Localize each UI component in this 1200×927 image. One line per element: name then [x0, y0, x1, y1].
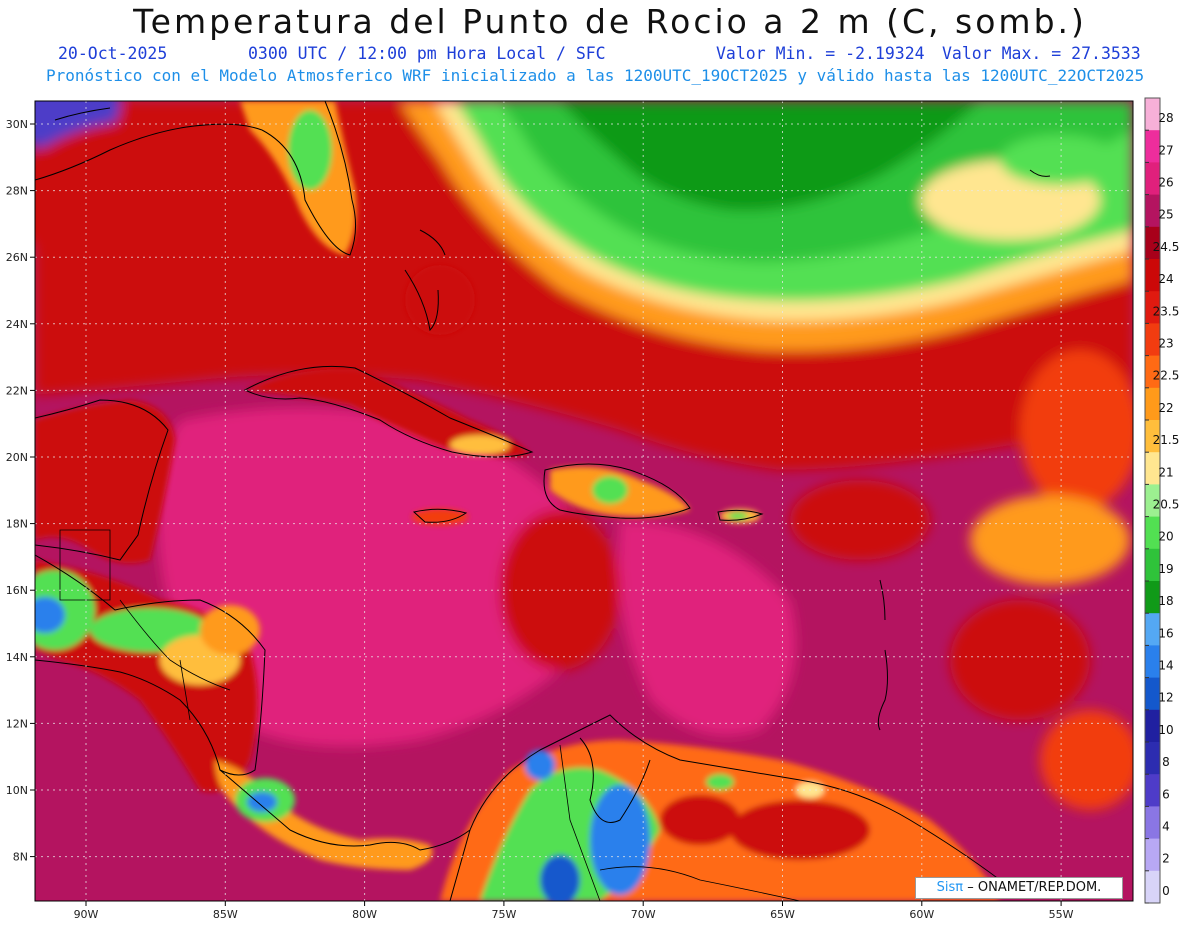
colorbar-label: 18: [1158, 594, 1173, 608]
colorbar-swatch: [1145, 452, 1160, 485]
colorbar-label: 23.5: [1153, 304, 1180, 318]
colorbar-label: 19: [1158, 562, 1173, 576]
colorbar-swatch: [1145, 581, 1160, 614]
colorbar-label: 26: [1158, 176, 1173, 190]
lat-label: 14N: [6, 651, 28, 664]
colorbar-label: 12: [1158, 691, 1173, 705]
colorbar-swatch: [1145, 838, 1160, 872]
coastlines: [35, 101, 1051, 901]
colorbar-swatch: [1145, 774, 1160, 807]
colorbar: 2827262524.52423.52322.52221.52120.52019…: [1144, 97, 1180, 904]
colorbar-swatch: [1145, 323, 1160, 357]
colorbar-swatch: [1145, 548, 1160, 582]
colorbar-swatch: [1145, 645, 1160, 679]
dewpoint-field: [35, 101, 1133, 901]
colorbar-swatch: [1145, 259, 1160, 292]
latitude-labels: 30N 28N 26N 24N 22N 20N 18N 16N 14N 12N 10N 8N: [6, 118, 35, 864]
map-frame: [34, 100, 1134, 902]
map-title: Temperatura del Punto de Rocio a 2 m (C,…: [133, 2, 1087, 41]
colorbar-label: 24: [1158, 272, 1173, 286]
lon-label: 60W: [909, 908, 934, 921]
colorbar-swatch: [1145, 806, 1160, 840]
colorbar-swatch: [1145, 194, 1160, 228]
lat-label: 8N: [13, 851, 28, 864]
colorbar-label: 0: [1162, 884, 1170, 898]
colorbar-label: 22.5: [1153, 369, 1180, 383]
colorbar-swatch: [1145, 130, 1160, 163]
lon-label: 65W: [770, 908, 795, 921]
colorbar-label: 20.5: [1153, 498, 1180, 512]
colorbar-swatch: [1145, 516, 1160, 550]
lat-label: 28N: [6, 185, 28, 198]
lat-label: 26N: [6, 251, 28, 264]
colorbar-label: 22: [1158, 401, 1173, 415]
colorbar-label: 20: [1158, 530, 1173, 544]
lon-label: 80W: [352, 908, 377, 921]
colorbar-label: 2: [1162, 852, 1170, 866]
colorbar-swatch: [1145, 291, 1160, 324]
max-value-label: Valor Max. = 27.3533: [942, 44, 1141, 63]
colorbar-label: 24.5: [1153, 240, 1180, 254]
colorbar-swatch: [1145, 484, 1160, 518]
borders: [59, 529, 801, 901]
min-value-label: Valor Min. = -2.19324: [716, 44, 925, 63]
longitude-labels: 90W 85W 80W 75W 70W 65W 60W 55W: [74, 901, 1074, 921]
lat-label: 10N: [6, 784, 28, 797]
colorbar-label: 16: [1158, 626, 1173, 640]
lon-label: 55W: [1049, 908, 1074, 921]
colorbar-swatch: [1145, 870, 1160, 904]
lon-label: 90W: [74, 908, 99, 921]
colorbar-label: 21.5: [1153, 433, 1180, 447]
colorbar-swatch: [1145, 709, 1160, 743]
colorbar-swatch: [1145, 355, 1160, 389]
credit-box: Sisπ – ONAMET/REP.DOM.: [915, 877, 1123, 899]
lat-label: 22N: [6, 384, 28, 397]
colorbar-label: 25: [1158, 208, 1173, 222]
subtitle-line: 20-Oct-2025 0300 UTC / 12:00 pm Hora Loc…: [0, 44, 1200, 64]
colorbar-label: 21: [1158, 465, 1173, 479]
lat-label: 30N: [6, 118, 28, 131]
colorbar-label: 27: [1158, 143, 1173, 157]
lat-label: 12N: [6, 717, 28, 730]
date-label: 20-Oct-2025: [58, 44, 168, 63]
model-info-label: Pronóstico con el Modelo Atmosferico WRF…: [46, 66, 1145, 85]
lat-label: 16N: [6, 584, 28, 597]
lat-label: 20N: [6, 451, 28, 464]
colorbar-label: 8: [1162, 755, 1170, 769]
credit-text: – ONAMET/REP.DOM.: [967, 880, 1102, 895]
colorbar-label: 4: [1162, 820, 1170, 834]
lat-label: 24N: [6, 318, 28, 331]
colorbar-label: 14: [1158, 659, 1173, 673]
sispi-logo: Sisπ: [936, 880, 964, 895]
colorbar-label: 28: [1158, 111, 1173, 125]
colorbar-swatch: [1145, 613, 1160, 646]
colorbar-swatch: [1145, 420, 1160, 453]
time-label: 0300 UTC / 12:00 pm Hora Local / SFC: [248, 44, 606, 63]
colorbar-swatch: [1145, 226, 1160, 260]
colorbar-swatch: [1145, 162, 1160, 196]
graticule: [35, 101, 1133, 901]
lon-label: 85W: [213, 908, 238, 921]
lon-label: 70W: [631, 908, 656, 921]
colorbar-swatch: [1145, 742, 1160, 775]
colorbar-label: 10: [1158, 723, 1173, 737]
colorbar-label: 23: [1158, 337, 1173, 351]
lon-label: 75W: [491, 908, 516, 921]
colorbar-swatch: [1145, 677, 1160, 711]
colorbar-swatch: [1145, 98, 1160, 131]
lat-label: 18N: [6, 518, 28, 531]
colorbar-swatch: [1145, 387, 1160, 421]
colorbar-label: 6: [1162, 787, 1170, 801]
